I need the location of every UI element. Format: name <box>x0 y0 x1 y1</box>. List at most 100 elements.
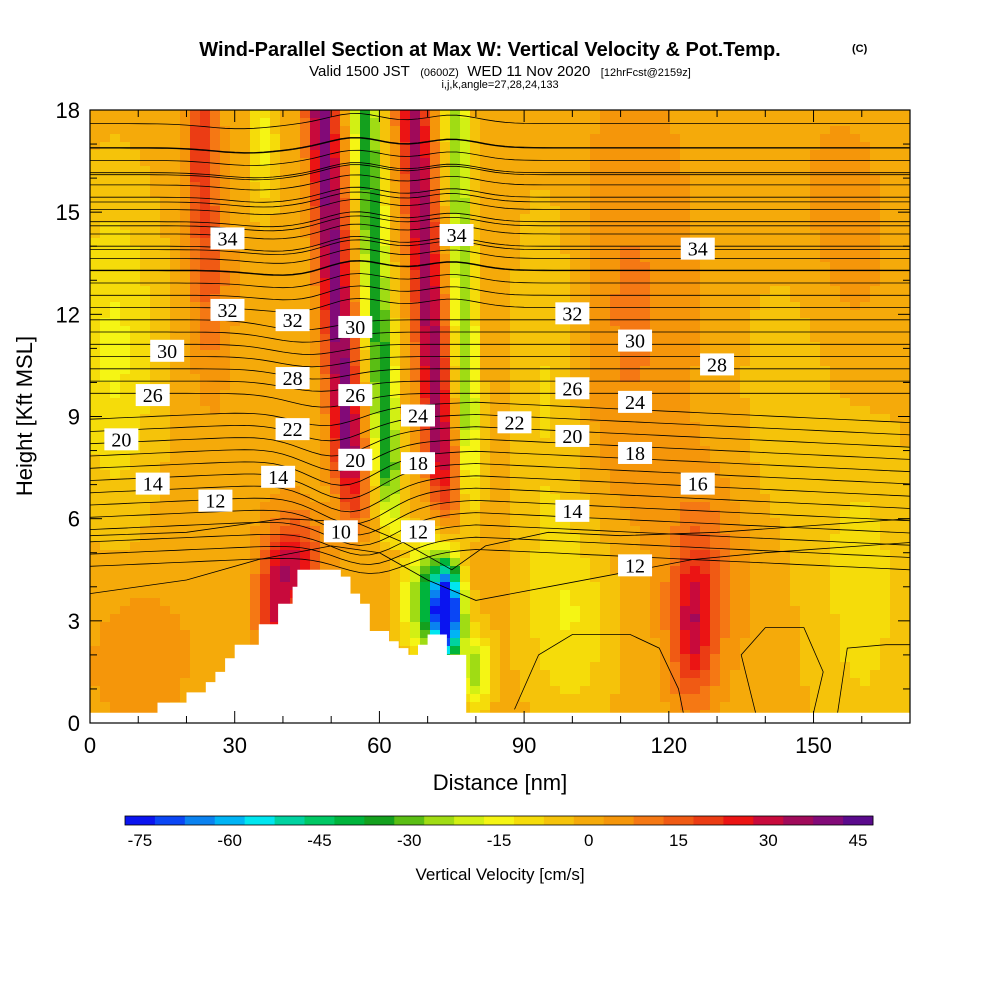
velocity-cell <box>540 414 551 423</box>
velocity-cell <box>340 406 351 415</box>
velocity-cell <box>640 150 651 159</box>
velocity-cell <box>550 574 561 583</box>
velocity-cell <box>610 198 621 207</box>
velocity-cell <box>730 486 741 495</box>
velocity-cell <box>280 406 291 415</box>
velocity-cell <box>530 238 541 247</box>
velocity-cell <box>750 374 761 383</box>
velocity-cell <box>830 206 841 215</box>
velocity-cell <box>310 454 321 463</box>
velocity-cell <box>150 446 161 455</box>
velocity-cell <box>560 126 571 135</box>
velocity-cell <box>260 374 271 383</box>
velocity-cell <box>340 270 351 279</box>
velocity-cell <box>830 470 841 479</box>
velocity-cell <box>100 150 111 159</box>
velocity-cell <box>640 374 651 383</box>
velocity-cell <box>110 454 121 463</box>
velocity-cell <box>260 166 271 175</box>
velocity-cell <box>830 518 841 527</box>
velocity-cell <box>480 430 491 439</box>
velocity-cell <box>590 502 601 511</box>
velocity-cell <box>510 110 521 119</box>
velocity-cell <box>460 262 471 271</box>
velocity-cell <box>380 254 391 263</box>
velocity-cell <box>230 542 241 551</box>
velocity-cell <box>480 278 491 287</box>
velocity-cell <box>220 134 231 143</box>
velocity-cell <box>360 486 371 495</box>
velocity-cell <box>580 118 591 127</box>
velocity-cell <box>440 278 451 287</box>
velocity-cell <box>250 310 261 319</box>
velocity-cell <box>270 574 281 583</box>
velocity-cell <box>420 190 431 199</box>
velocity-cell <box>790 286 801 295</box>
velocity-cell <box>670 334 681 343</box>
velocity-cell <box>270 190 281 199</box>
velocity-cell <box>520 150 531 159</box>
velocity-cell <box>670 270 681 279</box>
velocity-cell <box>700 582 711 591</box>
velocity-cell <box>230 438 241 447</box>
velocity-cell <box>370 398 381 407</box>
velocity-cell <box>530 406 541 415</box>
velocity-cell <box>870 486 881 495</box>
velocity-cell <box>570 574 581 583</box>
velocity-cell <box>470 286 481 295</box>
velocity-cell <box>150 110 161 119</box>
velocity-cell <box>270 414 281 423</box>
velocity-cell <box>620 510 631 519</box>
velocity-cell <box>590 350 601 359</box>
velocity-cell <box>160 358 171 367</box>
velocity-cell <box>750 358 761 367</box>
velocity-cell <box>460 310 471 319</box>
velocity-cell <box>440 558 451 567</box>
velocity-cell <box>360 422 371 431</box>
velocity-cell <box>310 414 321 423</box>
velocity-cell <box>830 342 841 351</box>
velocity-cell <box>450 134 461 143</box>
velocity-cell <box>870 126 881 135</box>
velocity-cell <box>900 182 910 191</box>
velocity-cell <box>790 350 801 359</box>
velocity-cell <box>90 294 101 303</box>
velocity-cell <box>530 286 541 295</box>
velocity-cell <box>130 342 141 351</box>
velocity-cell <box>800 198 811 207</box>
velocity-cell <box>650 574 661 583</box>
velocity-cell <box>120 238 131 247</box>
velocity-cell <box>190 590 201 599</box>
velocity-cell <box>510 326 521 335</box>
velocity-cell <box>680 142 691 151</box>
velocity-cell <box>550 470 561 479</box>
velocity-cell <box>470 486 481 495</box>
velocity-cell <box>680 150 691 159</box>
velocity-cell <box>450 302 461 311</box>
velocity-cell <box>120 566 131 575</box>
velocity-cell <box>180 166 191 175</box>
velocity-cell <box>860 342 871 351</box>
velocity-cell <box>190 214 201 223</box>
velocity-cell <box>400 470 411 479</box>
velocity-cell <box>610 206 621 215</box>
velocity-cell <box>380 398 391 407</box>
velocity-cell <box>370 334 381 343</box>
velocity-cell <box>680 334 691 343</box>
velocity-cell <box>750 198 761 207</box>
velocity-cell <box>670 478 681 487</box>
velocity-cell <box>110 350 121 359</box>
velocity-cell <box>170 390 181 399</box>
velocity-cell <box>690 294 701 303</box>
velocity-cell <box>550 590 561 599</box>
velocity-cell <box>730 590 741 599</box>
velocity-cell <box>880 446 891 455</box>
velocity-cell <box>830 374 841 383</box>
velocity-cell <box>690 166 701 175</box>
velocity-cell <box>450 158 461 167</box>
velocity-cell <box>300 126 311 135</box>
velocity-cell <box>790 390 801 399</box>
velocity-cell <box>550 454 561 463</box>
velocity-cell <box>140 142 151 151</box>
velocity-cell <box>430 302 441 311</box>
